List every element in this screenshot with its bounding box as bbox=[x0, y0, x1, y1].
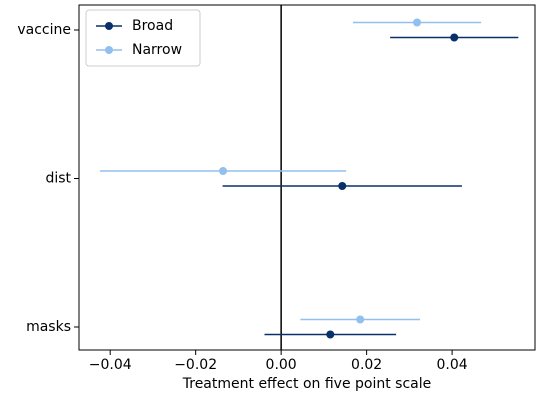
point bbox=[413, 18, 422, 27]
plot-frame bbox=[78, 4, 536, 351]
x-tick-label: 0.04 bbox=[437, 357, 468, 373]
x-tick-label: −0.04 bbox=[89, 357, 132, 373]
x-tick-label: −0.02 bbox=[174, 357, 217, 373]
legend-marker bbox=[105, 46, 113, 54]
point bbox=[450, 33, 459, 42]
point bbox=[219, 167, 228, 175]
point bbox=[356, 315, 365, 324]
legend-label: Narrow bbox=[132, 42, 182, 58]
x-tick-label: 0.02 bbox=[351, 357, 382, 373]
legend-marker bbox=[105, 22, 113, 30]
legend-box bbox=[85, 9, 201, 67]
legend-label: Broad bbox=[132, 18, 173, 34]
y-tick-label: vaccine bbox=[17, 22, 71, 38]
y-tick-label: dist bbox=[45, 171, 71, 187]
y-tick-label: masks bbox=[26, 319, 71, 335]
point bbox=[338, 182, 347, 190]
point bbox=[326, 330, 335, 339]
x-axis-label: Treatment effect on five point scale bbox=[182, 376, 431, 392]
x-tick-label: 0.00 bbox=[266, 357, 297, 373]
